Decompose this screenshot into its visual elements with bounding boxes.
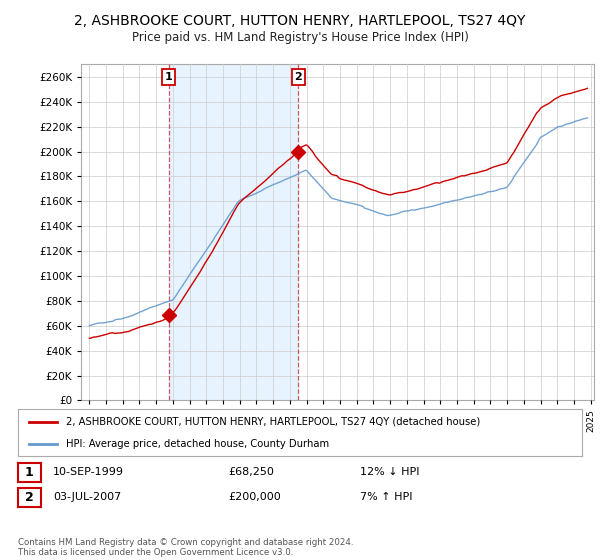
Text: Contains HM Land Registry data © Crown copyright and database right 2024.
This d: Contains HM Land Registry data © Crown c… [18,538,353,557]
Text: 2, ASHBROOKE COURT, HUTTON HENRY, HARTLEPOOL, TS27 4QY (detached house): 2, ASHBROOKE COURT, HUTTON HENRY, HARTLE… [66,417,480,427]
Text: 1: 1 [25,465,34,479]
Text: 2: 2 [295,72,302,82]
Text: 12% ↓ HPI: 12% ↓ HPI [360,467,419,477]
Text: HPI: Average price, detached house, County Durham: HPI: Average price, detached house, Coun… [66,438,329,449]
Text: 2: 2 [25,491,34,504]
Text: £68,250: £68,250 [228,467,274,477]
Text: 1: 1 [165,72,173,82]
Text: £200,000: £200,000 [228,492,281,502]
Text: Price paid vs. HM Land Registry's House Price Index (HPI): Price paid vs. HM Land Registry's House … [131,31,469,44]
Text: 03-JUL-2007: 03-JUL-2007 [53,492,121,502]
Text: 10-SEP-1999: 10-SEP-1999 [53,467,124,477]
Text: 2, ASHBROOKE COURT, HUTTON HENRY, HARTLEPOOL, TS27 4QY: 2, ASHBROOKE COURT, HUTTON HENRY, HARTLE… [74,14,526,28]
Text: 7% ↑ HPI: 7% ↑ HPI [360,492,413,502]
